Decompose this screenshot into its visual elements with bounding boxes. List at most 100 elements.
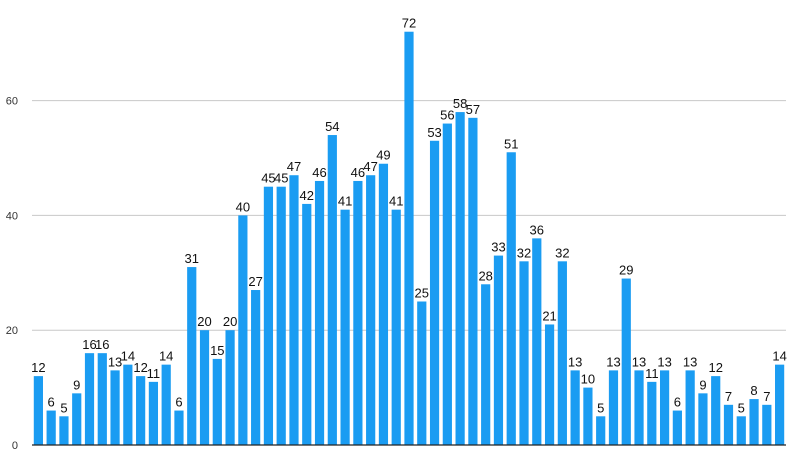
bar [327, 135, 337, 446]
bar [366, 175, 376, 445]
data-label: 12 [133, 360, 147, 375]
bar [251, 290, 261, 445]
bar [672, 410, 682, 445]
data-label: 6 [674, 395, 681, 410]
bar [544, 324, 555, 445]
bar [136, 376, 146, 445]
bar [174, 410, 184, 445]
bar [59, 416, 69, 445]
bar [736, 416, 746, 445]
bar [608, 370, 619, 445]
bar [72, 393, 82, 445]
data-label: 6 [48, 395, 55, 410]
bar [378, 163, 389, 446]
data-label: 13 [606, 354, 620, 369]
bar [685, 370, 695, 445]
data-label: 11 [645, 366, 659, 381]
data-label: 9 [699, 377, 706, 392]
data-label: 13 [108, 354, 122, 369]
bar [302, 203, 312, 445]
bar [276, 186, 286, 445]
bar [583, 387, 593, 445]
bars [33, 31, 785, 446]
data-label: 13 [568, 354, 582, 369]
data-label: 14 [772, 349, 786, 364]
data-label: 13 [683, 354, 697, 369]
bar [212, 358, 222, 445]
data-label: 5 [60, 400, 67, 415]
data-label: 12 [31, 360, 45, 375]
bar [455, 112, 465, 445]
data-label: 28 [478, 268, 492, 283]
data-label: 47 [287, 159, 301, 174]
bar [123, 364, 133, 445]
bar [570, 370, 580, 445]
bar [532, 238, 542, 445]
bar [33, 376, 43, 445]
data-label: 40 [236, 199, 250, 214]
data-label: 32 [517, 245, 531, 260]
data-label: 53 [427, 125, 441, 140]
bar [417, 301, 427, 445]
data-label: 41 [338, 194, 352, 209]
data-label: 51 [504, 136, 518, 151]
bar [187, 267, 197, 445]
data-label: 57 [466, 102, 480, 117]
data-label: 10 [581, 372, 595, 387]
y-tick-label: 0 [12, 440, 18, 450]
bar [238, 215, 248, 445]
data-label: 5 [597, 400, 604, 415]
bar [698, 393, 708, 445]
bar [314, 180, 325, 445]
data-label: 15 [210, 343, 224, 358]
data-label: 9 [73, 377, 80, 392]
data-label: 25 [415, 286, 429, 301]
bar [391, 209, 401, 445]
y-axis-ticks: 0 20 40 60 [6, 96, 18, 450]
bar [148, 381, 159, 445]
bar [468, 117, 478, 445]
bar [289, 175, 299, 445]
data-label: 45 [274, 171, 288, 186]
y-tick-label: 60 [6, 96, 18, 108]
data-label: 8 [750, 383, 757, 398]
bar [557, 261, 567, 445]
data-label: 45 [261, 171, 275, 186]
y-tick-label: 20 [6, 325, 18, 337]
data-label: 72 [402, 16, 416, 31]
data-label: 7 [763, 389, 770, 404]
bar [711, 376, 721, 445]
bar [596, 416, 606, 445]
bar [647, 381, 657, 445]
data-label: 6 [175, 395, 182, 410]
bar [84, 353, 95, 445]
bar [762, 404, 772, 445]
bar [225, 330, 235, 445]
bar [199, 330, 210, 445]
data-label: 16 [82, 337, 96, 352]
data-label: 20 [223, 314, 237, 329]
data-label: 14 [121, 349, 135, 364]
bar [404, 31, 414, 445]
data-label: 27 [248, 274, 262, 289]
data-label: 47 [363, 159, 377, 174]
data-label: 20 [197, 314, 211, 329]
data-label: 36 [530, 222, 544, 237]
bar [723, 404, 734, 445]
data-label: 29 [619, 263, 633, 278]
bar [493, 255, 504, 445]
data-label: 7 [725, 389, 732, 404]
data-label: 33 [491, 240, 505, 255]
data-label: 31 [185, 251, 199, 266]
data-label: 49 [376, 148, 390, 163]
data-label: 13 [632, 354, 646, 369]
bar [775, 364, 785, 445]
bar [481, 284, 491, 445]
data-label: 14 [159, 349, 173, 364]
bar [97, 353, 107, 445]
data-label: 41 [389, 194, 403, 209]
bar [263, 186, 274, 445]
data-labels: 126 5916161314121114631201520402745454742… [31, 16, 787, 416]
data-label: 46 [351, 165, 365, 180]
